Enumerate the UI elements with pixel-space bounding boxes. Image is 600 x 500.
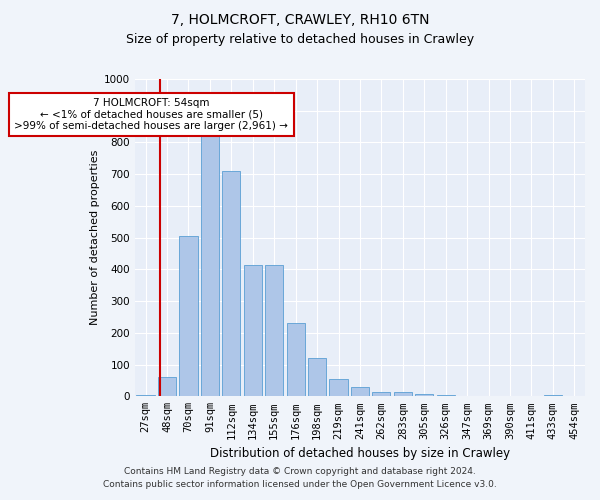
Bar — [437, 394, 455, 396]
Bar — [244, 264, 262, 396]
Text: Size of property relative to detached houses in Crawley: Size of property relative to detached ho… — [126, 32, 474, 46]
Bar — [158, 378, 176, 396]
Bar — [329, 379, 347, 396]
Bar — [351, 387, 369, 396]
Text: Contains HM Land Registry data © Crown copyright and database right 2024.
Contai: Contains HM Land Registry data © Crown c… — [103, 467, 497, 489]
Bar — [222, 171, 241, 396]
Bar — [308, 358, 326, 397]
Bar — [265, 264, 283, 396]
Y-axis label: Number of detached properties: Number of detached properties — [90, 150, 100, 326]
Bar — [287, 324, 305, 396]
Bar — [372, 392, 391, 396]
X-axis label: Distribution of detached houses by size in Crawley: Distribution of detached houses by size … — [210, 447, 510, 460]
Text: 7 HOLMCROFT: 54sqm
← <1% of detached houses are smaller (5)
>99% of semi-detache: 7 HOLMCROFT: 54sqm ← <1% of detached hou… — [14, 98, 289, 131]
Bar — [136, 394, 155, 396]
Bar — [179, 236, 197, 396]
Bar — [201, 136, 219, 396]
Bar — [394, 392, 412, 396]
Bar — [415, 394, 433, 396]
Text: 7, HOLMCROFT, CRAWLEY, RH10 6TN: 7, HOLMCROFT, CRAWLEY, RH10 6TN — [171, 12, 429, 26]
Bar — [544, 394, 562, 396]
